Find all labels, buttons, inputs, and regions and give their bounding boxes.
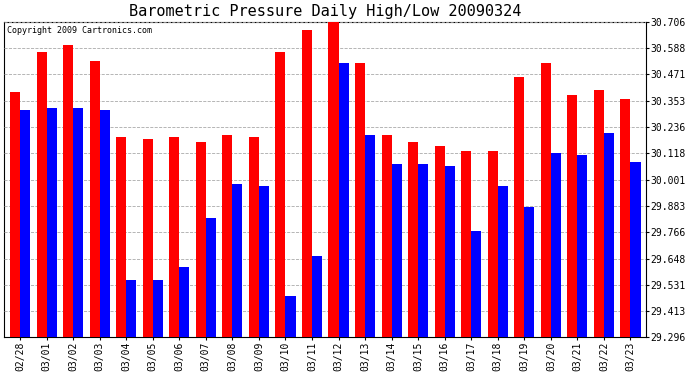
Bar [604,133,614,337]
Bar [286,296,295,337]
Title: Barometric Pressure Daily High/Low 20090324: Barometric Pressure Daily High/Low 20090… [129,4,522,19]
Bar [355,63,365,337]
Bar [567,94,578,337]
Bar [578,155,587,337]
Bar [249,137,259,337]
Bar [259,186,269,337]
Bar [435,146,445,337]
Bar [222,135,233,337]
Bar [152,280,163,337]
Bar [233,184,242,337]
Bar [47,108,57,337]
Bar [143,140,152,337]
Bar [365,135,375,337]
Bar [461,151,471,337]
Bar [408,142,418,337]
Bar [392,164,402,337]
Bar [382,135,392,337]
Bar [20,110,30,337]
Bar [126,280,137,337]
Bar [620,99,631,337]
Bar [328,21,339,337]
Bar [169,137,179,337]
Bar [445,166,455,337]
Bar [63,45,73,337]
Bar [37,52,47,337]
Bar [488,151,497,337]
Bar [73,108,83,337]
Bar [116,137,126,337]
Bar [196,142,206,337]
Bar [302,30,312,337]
Bar [90,61,100,337]
Bar [594,90,604,337]
Bar [418,164,428,337]
Bar [275,52,286,337]
Bar [497,186,508,337]
Bar [541,63,551,337]
Text: Copyright 2009 Cartronics.com: Copyright 2009 Cartronics.com [8,27,152,36]
Bar [514,77,524,337]
Bar [471,231,482,337]
Bar [179,267,190,337]
Bar [339,63,348,337]
Bar [631,162,640,337]
Bar [100,110,110,337]
Bar [10,93,20,337]
Bar [551,153,561,337]
Bar [206,218,216,337]
Bar [312,256,322,337]
Bar [524,207,535,337]
